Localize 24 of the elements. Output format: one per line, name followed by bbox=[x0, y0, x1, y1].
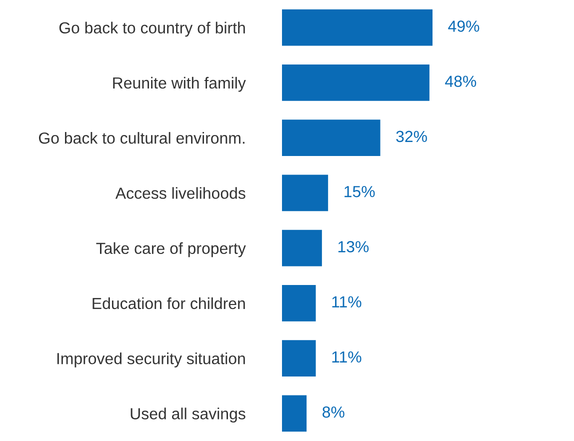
data-label: 11% bbox=[332, 351, 362, 363]
bar bbox=[282, 64, 430, 101]
bar bbox=[282, 9, 433, 46]
data-label: 8% bbox=[322, 406, 344, 418]
data-label: 13% bbox=[338, 241, 369, 252]
bar bbox=[282, 284, 316, 322]
y-tick-label: Education for children bbox=[92, 297, 245, 310]
y-tick-label: Take care of property bbox=[96, 242, 246, 258]
data-label: 32% bbox=[396, 130, 427, 142]
data-label: 48% bbox=[445, 76, 476, 87]
y-tick-label: Used all savings bbox=[130, 408, 246, 423]
data-label: 49% bbox=[448, 20, 480, 32]
bar bbox=[282, 395, 307, 432]
y-tick-label: Go back to cultural environm. bbox=[38, 132, 244, 144]
y-tick-label: Reunite with family bbox=[113, 76, 246, 92]
data-label: 11% bbox=[332, 296, 362, 308]
bar bbox=[282, 174, 328, 212]
bar bbox=[282, 340, 316, 377]
y-tick-label: Access livelihoods bbox=[115, 187, 246, 199]
bar bbox=[282, 120, 380, 156]
y-tick-label: Improved security situation bbox=[57, 352, 245, 368]
data-label: 15% bbox=[344, 186, 375, 198]
y-tick-label: Go back to country of birth bbox=[59, 22, 245, 37]
bar bbox=[282, 230, 322, 266]
